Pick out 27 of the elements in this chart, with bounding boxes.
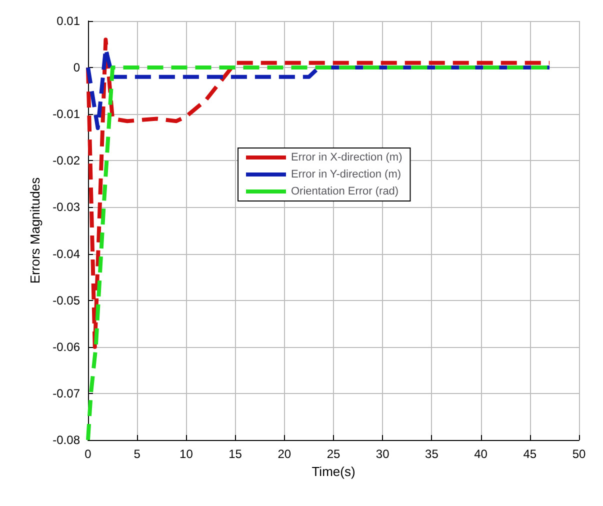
y-axis-title: Errors Magnitudes — [28, 176, 43, 284]
x-tick-label: 20 — [278, 447, 292, 461]
y-tick-label: 0.01 — [56, 14, 80, 28]
y-tick-label: -0.01 — [52, 107, 80, 122]
x-tick-label: 15 — [228, 447, 242, 461]
x-tick-label: 25 — [326, 447, 340, 461]
y-tick-label: 0 — [73, 60, 80, 75]
x-tick-label: 35 — [425, 447, 439, 461]
y-tick-label: -0.06 — [52, 340, 80, 354]
y-tick-label: -0.03 — [52, 200, 80, 214]
y-tick-label: -0.07 — [52, 386, 80, 400]
x-tick-label: 45 — [523, 447, 537, 461]
x-tick-label: 50 — [572, 447, 586, 461]
x-tick-label: 5 — [134, 447, 141, 461]
legend-label: Orientation Error (rad) — [291, 186, 399, 198]
y-tick-label: -0.08 — [52, 433, 80, 447]
x-tick-label: 0 — [84, 447, 92, 461]
x-axis-title: Time(s) — [312, 464, 356, 479]
legend-label: Error in Y-direction (m) — [291, 168, 402, 180]
line-series — [86, 38, 552, 349]
x-tick-label: 40 — [474, 447, 488, 461]
y-tick-label: -0.04 — [52, 246, 80, 261]
x-tick-label: 30 — [376, 447, 390, 461]
y-tick-label: -0.05 — [52, 293, 80, 308]
x-tick-label: 10 — [180, 447, 194, 461]
y-tick-label: -0.02 — [52, 154, 80, 168]
legend-label: Error in X-direction (m) — [291, 152, 402, 164]
